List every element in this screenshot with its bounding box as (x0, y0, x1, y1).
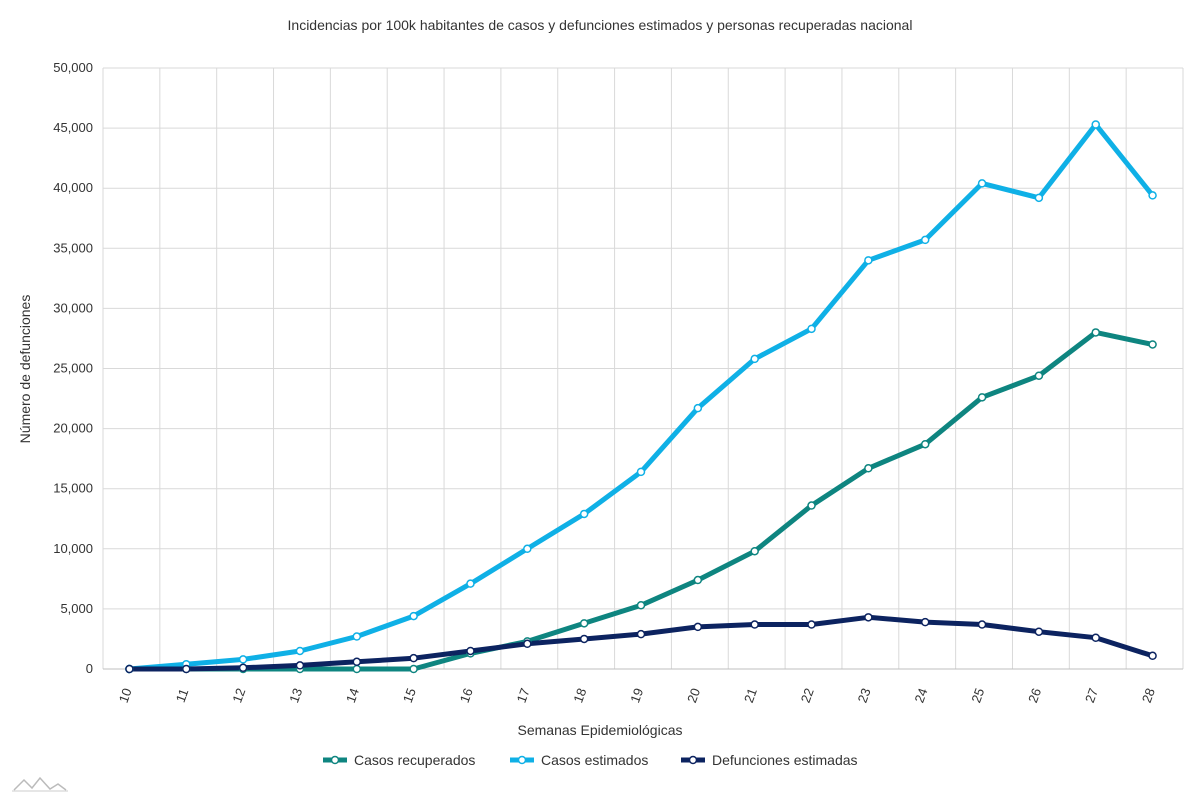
data-point (807, 620, 816, 629)
data-point (750, 620, 759, 629)
series-lines (125, 120, 1157, 674)
x-tick-label: 26 (1025, 686, 1044, 705)
data-point (977, 393, 987, 402)
x-tick-label: 17 (514, 686, 533, 705)
y-tick-label: 15,000 (53, 481, 93, 496)
x-tick-label: 24 (911, 686, 930, 705)
data-point (807, 501, 816, 510)
data-point (1091, 633, 1100, 642)
x-tick-label: 21 (741, 686, 760, 705)
y-axis-label: Número de defunciones (17, 295, 33, 444)
x-tick-label: 10 (116, 686, 135, 705)
data-point (352, 657, 362, 667)
x-tick-label: 19 (627, 686, 646, 705)
data-point (409, 664, 418, 674)
y-tick-label: 50,000 (53, 60, 93, 75)
data-point (295, 646, 305, 656)
data-point (920, 439, 930, 449)
watermark-logo-icon (12, 776, 68, 792)
y-tick-label: 0 (86, 661, 93, 676)
x-tick-label: 27 (1082, 686, 1101, 705)
data-point (636, 467, 646, 477)
y-tick-label: 30,000 (53, 300, 93, 315)
legend-entry: Defunciones estimadas (712, 752, 858, 768)
x-tick-label: 20 (684, 686, 703, 705)
data-point (352, 632, 362, 641)
data-point (579, 509, 589, 519)
data-point (864, 613, 873, 622)
x-tick-label: 23 (855, 686, 874, 705)
series-line-1 (126, 329, 1156, 672)
series-line-3 (126, 614, 1156, 672)
data-point (579, 619, 589, 628)
data-point (920, 235, 930, 245)
x-tick-label: 11 (173, 687, 192, 705)
data-point (977, 620, 987, 629)
legend-marker (330, 755, 340, 765)
x-tick-label: 16 (457, 686, 476, 705)
legend-entry: Casos estimados (541, 752, 648, 768)
legend: Casos recuperados Casos estimados Defuncio… (323, 752, 858, 768)
x-axis-ticks: 10 11 12 13 14 15 16 17 18 19 20 21 22 23 24 25 26 27 28 (116, 686, 1158, 705)
y-tick-label: 45,000 (53, 120, 93, 135)
data-point (1148, 191, 1157, 200)
y-axis-ticks: 0 5,000 10,000 15,000 20,000 25,000 30,000 35,0… (53, 60, 93, 676)
x-tick-label: 25 (968, 686, 987, 705)
y-tick-label: 10,000 (53, 541, 93, 556)
x-tick-label: 13 (286, 686, 305, 705)
data-point (1091, 120, 1100, 129)
data-point (352, 664, 362, 674)
y-tick-label: 35,000 (53, 240, 93, 255)
data-point (1148, 340, 1157, 349)
data-point (579, 634, 589, 644)
data-point (182, 664, 191, 674)
data-point (636, 629, 646, 639)
data-point (125, 664, 134, 674)
data-point (750, 546, 759, 556)
legend-marker (517, 755, 527, 765)
data-point (466, 579, 475, 588)
series-line-2 (126, 122, 1156, 672)
data-point (1034, 371, 1044, 380)
x-tick-label: 18 (570, 686, 589, 705)
data-point (523, 544, 532, 554)
data-point (864, 256, 873, 265)
data-point (1034, 193, 1044, 203)
x-tick-label: 15 (400, 686, 419, 705)
data-point (920, 617, 930, 627)
data-point (977, 179, 987, 188)
x-tick-label: 22 (798, 686, 817, 705)
data-point (238, 655, 248, 664)
y-tick-label: 25,000 (53, 361, 93, 376)
y-tick-label: 20,000 (53, 421, 93, 436)
data-point (636, 601, 646, 610)
data-point (750, 354, 759, 364)
data-point (693, 622, 703, 632)
x-tick-label: 28 (1139, 686, 1158, 705)
x-axis-label: Semanas Epidemiológicas (518, 722, 683, 738)
data-point (409, 611, 418, 621)
data-point (523, 639, 532, 649)
x-tick-label: 12 (229, 686, 248, 705)
legend-marker (688, 755, 698, 765)
data-point (864, 464, 873, 473)
chart-title: Incidencias por 100k habitantes de casos… (288, 17, 913, 33)
data-point (295, 661, 305, 670)
data-point (807, 324, 816, 334)
x-tick-label: 14 (343, 686, 362, 705)
data-point (1091, 328, 1100, 337)
y-tick-label: 5,000 (60, 601, 93, 616)
data-point (693, 575, 703, 585)
y-tick-label: 40,000 (53, 180, 93, 195)
data-point (693, 403, 703, 413)
legend-entry: Casos recuperados (354, 752, 475, 768)
data-point (409, 653, 418, 663)
grid (102, 67, 1184, 670)
data-point (1034, 627, 1044, 636)
data-point (466, 646, 475, 656)
data-point (1148, 651, 1157, 661)
data-point (238, 663, 248, 673)
